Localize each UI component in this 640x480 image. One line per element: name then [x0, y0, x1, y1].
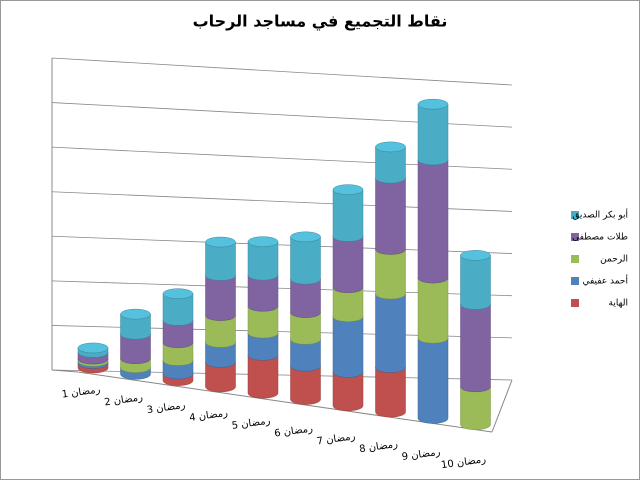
legend-label: الهاية — [609, 299, 628, 309]
grid-line — [51, 57, 513, 86]
bar-segment — [417, 104, 449, 166]
segment-cap — [205, 236, 236, 248]
bar-segment — [290, 366, 321, 405]
x-tick-label: 4 رمضان — [189, 408, 229, 424]
x-tick-label: 2 رمضان — [104, 392, 144, 408]
legend-label: طلات مصطفى — [572, 233, 628, 243]
segment-cap — [247, 236, 279, 247]
segment-cap — [290, 231, 321, 243]
bar-segment — [375, 293, 406, 373]
bar-segment — [417, 159, 449, 284]
bar-segment — [417, 338, 449, 424]
segment-cap — [417, 98, 449, 110]
segment-cap — [460, 250, 491, 261]
bar-segment — [375, 178, 406, 255]
cylinder — [417, 98, 449, 424]
x-tick-label: 9 رمضان — [401, 447, 441, 463]
segment-cap — [375, 141, 406, 153]
cylinder — [290, 231, 321, 405]
legend-label: الرحمن — [600, 255, 628, 265]
bar-segment — [247, 241, 279, 281]
bar-segment — [205, 275, 236, 321]
bar-segment — [375, 146, 406, 184]
cylinder — [460, 250, 491, 430]
bar-segment — [332, 372, 364, 412]
floor-edge — [51, 369, 79, 373]
bar-segment — [460, 386, 491, 430]
x-tick-label: 7 رمضان — [316, 431, 356, 447]
legend-swatch — [571, 255, 579, 263]
legend-swatch — [571, 233, 579, 241]
bar-segment — [417, 277, 449, 344]
x-tick-label: 1 رمضان — [61, 384, 101, 400]
segment-cap — [162, 288, 194, 299]
legend-swatch — [571, 299, 579, 307]
segment-cap — [77, 342, 109, 354]
bar-segment — [290, 236, 321, 285]
chart-title: نقاط التجميع في مساجد الرحاب — [193, 12, 448, 32]
cylinder — [120, 308, 151, 380]
cylinder — [205, 236, 236, 393]
cylinder — [162, 288, 194, 386]
legend-swatch — [571, 277, 579, 285]
bar-segment — [290, 279, 321, 318]
bar-segment — [332, 189, 364, 242]
x-tick-label: 3 رمضان — [146, 400, 186, 416]
bar-segment — [375, 249, 406, 300]
floor-edge — [491, 379, 513, 433]
legend-swatch — [571, 211, 579, 219]
x-tick-label: 6 رمضان — [274, 423, 314, 439]
bar-segment — [460, 255, 491, 310]
x-tick-label: 5 رمضان — [231, 416, 271, 432]
segment-cap — [120, 308, 151, 320]
bar-segment — [247, 275, 279, 312]
bar-segment — [460, 304, 491, 393]
cylinder — [247, 236, 279, 399]
bar-segment — [247, 355, 279, 399]
bar-segment — [332, 236, 364, 293]
cylinder — [375, 141, 406, 418]
legend-label: أحمد عفيفي — [582, 275, 628, 287]
bar-segment — [375, 367, 406, 418]
cylinder — [332, 184, 364, 412]
bar-segment — [332, 316, 364, 378]
bar-segment — [205, 241, 236, 281]
x-tick-label: 8 رمضان — [359, 439, 399, 455]
cylinder — [77, 342, 109, 374]
segment-cap — [332, 184, 364, 195]
legend-label: أبو بكر الصديق — [572, 209, 628, 221]
